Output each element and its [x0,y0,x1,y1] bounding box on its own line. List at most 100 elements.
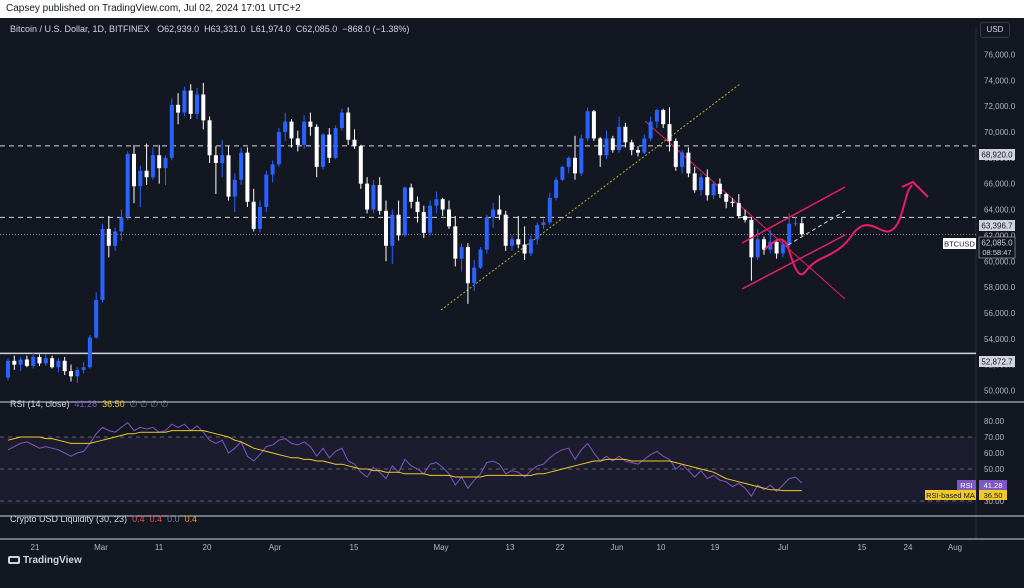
candle-body [629,142,634,151]
candle-body [339,112,344,129]
candle-body [396,214,401,236]
legend-symbol: Bitcoin / U.S. Dollar, 1D, BITFINEX [10,24,150,34]
rsi-legend: RSI (14, close) 41.28 36.50 ∅ ∅ ∅ ∅ [10,399,169,410]
candle-body [226,155,231,197]
candle-body [434,199,439,206]
candle-body [686,152,691,174]
chart-canvas[interactable]: 76,000.074,000.072,000.070,000.068,000.0… [0,18,1024,588]
candle-body [113,231,118,246]
candle-body [654,109,659,122]
candle-body [402,187,407,236]
rsi-badge-value: 41.28 [984,481,1003,490]
candle-body [308,121,313,127]
liquidity-v1: 0.4 [132,514,145,524]
symbol-legend: Bitcoin / U.S. Dollar, 1D, BITFINEX O62,… [10,24,409,34]
rsi-title: RSI (14, close) [10,399,70,409]
candle-body [799,223,804,235]
candle-body [636,150,640,153]
candle-body [276,131,281,165]
candle-body [31,356,36,366]
time-tick-label: 19 [711,543,720,552]
candle-body [295,138,300,145]
chart-root: Capsey published on TradingView.com, Jul… [0,0,1024,566]
time-tick-label: Aug [948,543,962,552]
time-tick-label: Jun [611,543,624,552]
candle-body [207,120,212,156]
level-label-low: 52,872.7 [981,358,1013,367]
candle-body [346,112,351,140]
candle-body [491,209,496,218]
candle-body [730,201,735,204]
currency-button[interactable]: USD [980,22,1010,38]
rsi-badge-value-bg [979,480,1007,490]
candle-body [176,104,181,113]
candle-body [421,212,426,233]
rsi-ma-badge-label: RSI-based MA [926,491,975,500]
candle-body [680,152,685,167]
projection-arrowhead [901,180,929,198]
candle-body [541,222,546,226]
tradingview-logo[interactable]: TradingView [8,555,82,566]
candle-body [787,223,792,245]
candle-body [264,174,269,207]
candle-body [510,239,514,246]
time-tick-label: 20 [203,543,212,552]
candle-body [591,111,596,139]
candle-body [333,128,338,158]
rsi-ma-badge-value-bg [979,490,1007,500]
time-tick-label: 10 [657,543,666,552]
candle-body [163,157,168,169]
price-levels [0,145,976,355]
candle-body [37,356,42,364]
rsi-ma-badge-label-bg [925,490,976,500]
candle-body [472,267,477,284]
candle-body [699,177,703,191]
rsi-bands [0,436,976,502]
candle-body [220,155,225,163]
candle-body [661,109,666,125]
rsi-tick-label: 30.00 [984,497,1005,506]
time-tick-label: Apr [269,543,282,552]
candle-body [327,134,332,158]
rsi-tick-label: 70.00 [984,433,1005,442]
time-tick-label: 15 [858,543,867,552]
candle-body [365,183,370,210]
candle-body [50,358,55,368]
candle-body [384,210,388,246]
price-tick-label: 72,000.0 [984,102,1016,111]
legend-high: H63,331.0 [204,24,246,34]
candle-body [144,170,149,178]
candle-body [598,138,603,156]
time-tick-label: 13 [506,543,515,552]
candle-body [182,90,187,113]
candle-body [447,209,451,227]
current-symbol: BTCUSD [944,240,975,249]
price-tick-label: 60,000.0 [984,257,1016,266]
candle-body [554,179,559,198]
current-price: 62,085.0 [981,239,1013,248]
level-label-mid: 63,396.7 [981,222,1013,231]
candle-body [547,197,552,223]
candle-body [780,244,785,254]
candle-body [150,155,155,178]
candle-body [289,121,294,139]
candle-body [459,247,464,259]
candle-body [762,239,766,250]
candle-body [138,170,143,187]
rsi-ma-line [7,430,802,492]
candle-body [724,194,729,202]
candle-body [673,141,678,167]
candle-body [415,201,420,213]
candle-body [314,126,319,167]
time-tick-label: 15 [350,543,359,552]
bar-countdown: 08:58:47 [982,248,1011,257]
time-tick-label: 11 [155,543,164,552]
current-price-bg [978,236,1016,259]
candle-body [157,155,162,169]
legend-open: O62,939.0 [157,24,200,34]
liquidity-v2: 0.4 [149,514,163,524]
candle-body [321,134,325,167]
candle-body [516,239,521,245]
candle-body [69,371,73,377]
candle-body [232,179,237,197]
